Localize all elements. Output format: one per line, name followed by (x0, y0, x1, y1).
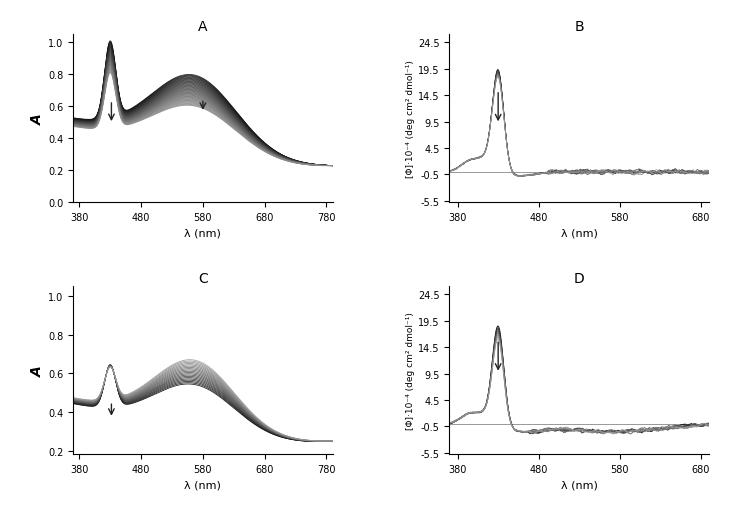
Title: D: D (574, 272, 585, 286)
X-axis label: λ (nm): λ (nm) (184, 228, 221, 238)
X-axis label: λ (nm): λ (nm) (561, 480, 598, 490)
Y-axis label: [Φ]·10⁻⁴ (deg cm² dmol⁻¹): [Φ]·10⁻⁴ (deg cm² dmol⁻¹) (406, 61, 415, 178)
Y-axis label: [Φ]·10⁻⁴ (deg cm² dmol⁻¹): [Φ]·10⁻⁴ (deg cm² dmol⁻¹) (406, 312, 415, 429)
Title: B: B (575, 20, 584, 34)
Y-axis label: A: A (31, 114, 45, 125)
Title: C: C (198, 272, 208, 286)
X-axis label: λ (nm): λ (nm) (561, 228, 598, 238)
X-axis label: λ (nm): λ (nm) (184, 480, 221, 490)
Y-axis label: A: A (31, 365, 45, 376)
Title: A: A (198, 20, 208, 34)
